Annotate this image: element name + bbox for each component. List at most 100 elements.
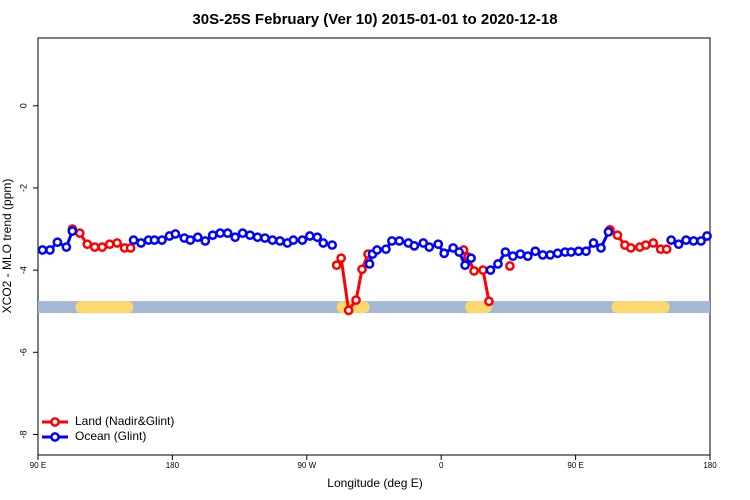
- legend-marker: [50, 432, 60, 442]
- point: [381, 244, 391, 255]
- point: [372, 245, 382, 255]
- point: [74, 228, 85, 238]
- y-tick-label: 0: [18, 103, 28, 108]
- point: [530, 246, 541, 257]
- point: [696, 236, 706, 246]
- point: [331, 260, 342, 271]
- point: [67, 226, 78, 236]
- point: [136, 238, 146, 248]
- point: [484, 296, 494, 307]
- point: [185, 235, 196, 245]
- point: [681, 235, 691, 245]
- point: [215, 228, 226, 238]
- legend-label: Ocean (Glint): [75, 429, 146, 443]
- ocean-band: [38, 301, 710, 314]
- point: [275, 236, 285, 246]
- point: [394, 236, 405, 246]
- point: [52, 237, 63, 248]
- point: [128, 235, 139, 245]
- point: [640, 240, 651, 250]
- point: [260, 233, 270, 243]
- point: [552, 248, 563, 259]
- y-axis-label: XCO2 - MLO trend (ppm): [0, 179, 14, 314]
- x-tick-label: 180: [166, 461, 180, 470]
- y-tick-label: -6: [18, 348, 28, 356]
- point: [466, 253, 476, 264]
- point: [45, 245, 55, 255]
- point: [566, 247, 576, 257]
- point: [493, 259, 503, 269]
- point: [469, 266, 479, 276]
- point: [454, 247, 464, 257]
- point: [61, 242, 72, 252]
- point: [537, 250, 548, 260]
- legend-label: Land (Nadir&Glint): [75, 414, 174, 428]
- point: [596, 243, 606, 253]
- point: [297, 235, 308, 245]
- land-band: [75, 301, 134, 314]
- point: [343, 305, 354, 316]
- point: [500, 247, 511, 257]
- x-axis-label: Longitude (deg E): [327, 476, 422, 490]
- point: [433, 239, 444, 250]
- point: [702, 231, 712, 241]
- point: [603, 227, 614, 237]
- point: [439, 248, 450, 259]
- point: [581, 246, 591, 257]
- point: [318, 238, 329, 248]
- x-tick-label: 90 E: [30, 461, 46, 470]
- point: [478, 265, 488, 275]
- point: [409, 241, 420, 251]
- y-tick-label: -2: [18, 184, 28, 192]
- point: [588, 238, 599, 248]
- land-band: [611, 301, 670, 314]
- point: [207, 230, 218, 241]
- point: [170, 229, 181, 239]
- point: [545, 250, 556, 260]
- y-tick-label: -8: [18, 430, 28, 438]
- point: [460, 260, 470, 271]
- point: [149, 235, 160, 245]
- point: [661, 244, 672, 255]
- point: [112, 238, 122, 248]
- point: [82, 239, 93, 250]
- point: [89, 242, 100, 252]
- point: [688, 236, 699, 246]
- point: [336, 253, 346, 264]
- point: [237, 228, 248, 238]
- point: [304, 231, 315, 241]
- point: [245, 230, 255, 241]
- point: [157, 235, 167, 245]
- x-tick-label: 90 E: [567, 461, 583, 470]
- x-tick-label: 90 W: [297, 461, 316, 470]
- point: [312, 232, 323, 243]
- point: [357, 264, 367, 275]
- point: [267, 235, 278, 245]
- point: [125, 243, 136, 253]
- point: [37, 245, 48, 255]
- y-tick-label: -4: [18, 266, 28, 274]
- point: [515, 249, 526, 259]
- point: [522, 251, 533, 262]
- point: [424, 242, 435, 252]
- point: [485, 265, 496, 275]
- point: [104, 239, 115, 250]
- point: [648, 238, 659, 248]
- point: [230, 232, 240, 243]
- chart-title: 30S-25S February (Ver 10) 2015-01-01 to …: [192, 11, 557, 28]
- point: [666, 235, 677, 245]
- point: [626, 243, 636, 253]
- point: [573, 246, 584, 257]
- plot-frame: [37, 37, 711, 456]
- point: [612, 230, 623, 241]
- x-tick-label: 0: [439, 461, 444, 470]
- point: [97, 242, 108, 252]
- point: [351, 295, 361, 305]
- point: [505, 261, 515, 271]
- point: [252, 232, 263, 243]
- point: [327, 240, 338, 250]
- x-tick-label: 180: [703, 461, 717, 470]
- point: [192, 232, 203, 243]
- point: [364, 259, 375, 269]
